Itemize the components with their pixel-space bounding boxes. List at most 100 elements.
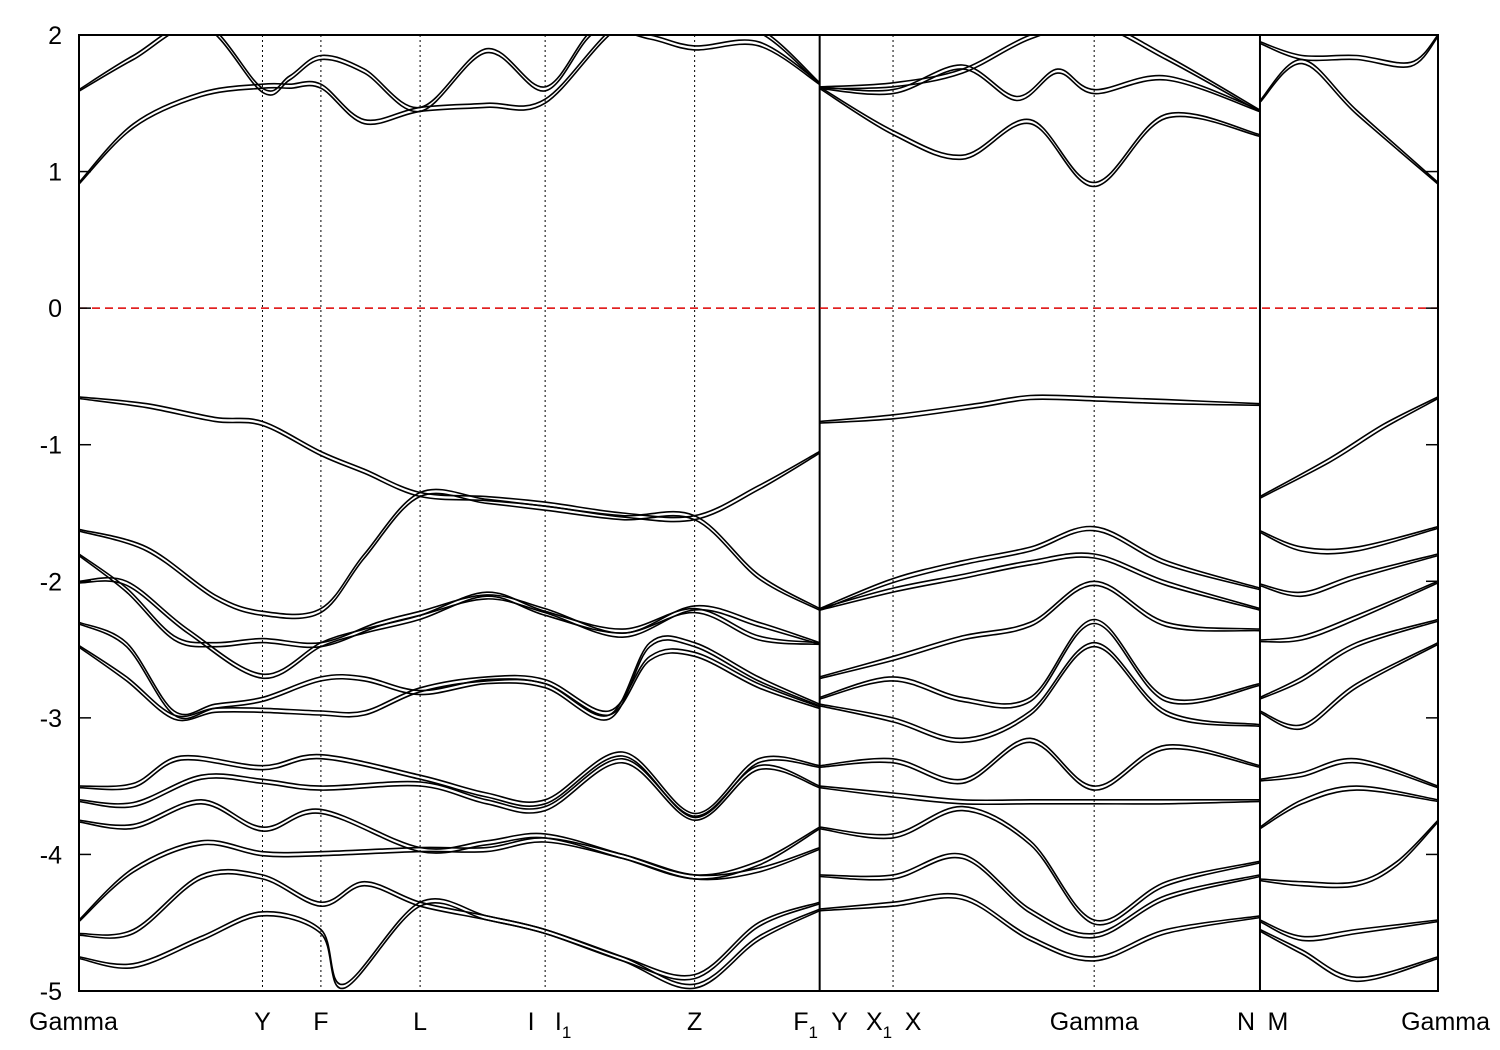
- band-line: [79, 644, 820, 718]
- band-line: [819, 556, 1261, 611]
- band-line: [79, 397, 821, 523]
- band-line: [819, 622, 1261, 709]
- x-tick-label: Y: [254, 1008, 271, 1036]
- band-line: [79, 621, 821, 717]
- band-line: [819, 394, 1261, 423]
- band-line: [819, 785, 1260, 802]
- band-line: [1259, 397, 1438, 499]
- band-line: [79, 755, 820, 819]
- y-tick-label: -3: [40, 705, 62, 733]
- band-line: [79, 761, 820, 822]
- band-line: [79, 751, 820, 815]
- x-tick-label: I1: [555, 1008, 571, 1042]
- y-tick-label: 0: [48, 295, 62, 323]
- band-line: [1259, 785, 1438, 828]
- x-tick-label: F1: [793, 1008, 818, 1042]
- band-line: [819, 645, 1261, 744]
- band-line: [1259, 930, 1438, 983]
- band-line: [1259, 641, 1438, 727]
- band-line: [1259, 789, 1438, 830]
- y-tick-label: -1: [40, 432, 62, 460]
- band-line: [79, 757, 820, 818]
- x-tick-label: Y: [831, 1008, 848, 1036]
- band-line: [819, 805, 1261, 922]
- band-line: [1259, 821, 1438, 889]
- band-line: [79, 35, 821, 185]
- x-axis-k-point-labels: Gamma Y F L I I1 Z F1 Y X1 X Gamma N M Gamma: [29, 1008, 1490, 1042]
- band-line: [819, 584, 1261, 680]
- band-line: [79, 623, 821, 721]
- band-line: [1259, 553, 1438, 594]
- band-line: [819, 86, 1261, 184]
- y-tick-label: 1: [48, 159, 62, 187]
- band-line: [819, 896, 1261, 962]
- y-axis: -5 -4 -3 -2 -1 0 1 2: [40, 22, 1438, 1006]
- band-line: [819, 809, 1261, 926]
- band-line: [819, 87, 1261, 188]
- band-line: [79, 488, 821, 616]
- band-line: [819, 618, 1261, 705]
- band-line: [79, 35, 821, 113]
- band-line: [819, 856, 1261, 939]
- band-line: [1259, 819, 1438, 885]
- x-tick-label: N: [1237, 1008, 1255, 1036]
- y-tick-label: 2: [48, 22, 62, 50]
- band-line: [819, 641, 1261, 740]
- band-line: [79, 868, 820, 977]
- x-tick-label: M: [1268, 1008, 1289, 1036]
- band-line: [1259, 62, 1438, 185]
- band-line: [819, 68, 1261, 113]
- band-line: [1259, 582, 1438, 643]
- band-line: [819, 741, 1261, 791]
- band-line: [1259, 920, 1438, 942]
- band-line: [819, 525, 1261, 610]
- band-line: [819, 398, 1261, 424]
- band-line: [1259, 618, 1438, 699]
- band-line: [1259, 580, 1438, 641]
- plot-frame: [78, 34, 1439, 992]
- band-line: [819, 529, 1261, 611]
- band-line: [79, 646, 820, 722]
- band-line: [1259, 761, 1438, 789]
- band-line: [79, 898, 821, 986]
- band-line: [1259, 928, 1438, 979]
- x-tick-label: L: [413, 1008, 427, 1036]
- band-line: [79, 554, 820, 649]
- x-tick-label: X: [905, 1008, 922, 1036]
- x-tick-label: Gamma: [29, 1008, 118, 1036]
- y-tick-label: -4: [40, 841, 62, 869]
- band-line: [1259, 919, 1438, 938]
- band-line: [79, 35, 821, 184]
- band-lines: [79, 35, 1438, 990]
- y-tick-label: -5: [40, 978, 62, 1006]
- band-line: [79, 576, 820, 676]
- band-line: [79, 902, 821, 990]
- band-line: [1259, 554, 1438, 598]
- band-line: [1259, 643, 1438, 731]
- band-line: [1259, 35, 1438, 64]
- band-line: [819, 737, 1261, 787]
- band-line: [1259, 525, 1438, 551]
- x-tick-label: Gamma: [1401, 1008, 1490, 1036]
- band-line: [819, 35, 1261, 111]
- band-line: [1259, 58, 1438, 184]
- band-line: [819, 64, 1261, 111]
- band-line: [1259, 36, 1438, 68]
- band-line: [1259, 396, 1438, 498]
- x-tick-label: X1: [866, 1008, 892, 1042]
- k-point-divider-lines: [261, 35, 1261, 991]
- x-tick-label: I: [528, 1008, 535, 1036]
- band-line: [1259, 620, 1438, 700]
- band-line: [819, 552, 1261, 610]
- band-line: [819, 786, 1261, 806]
- x-tick-label: Gamma: [1050, 1008, 1139, 1036]
- band-line: [819, 892, 1261, 958]
- band-line: [819, 35, 1261, 113]
- x-tick-label: Z: [687, 1008, 702, 1036]
- band-line: [79, 872, 820, 981]
- x-tick-label: F: [313, 1008, 328, 1036]
- band-line: [79, 841, 820, 923]
- y-tick-label: -2: [40, 568, 62, 596]
- band-line: [79, 580, 820, 680]
